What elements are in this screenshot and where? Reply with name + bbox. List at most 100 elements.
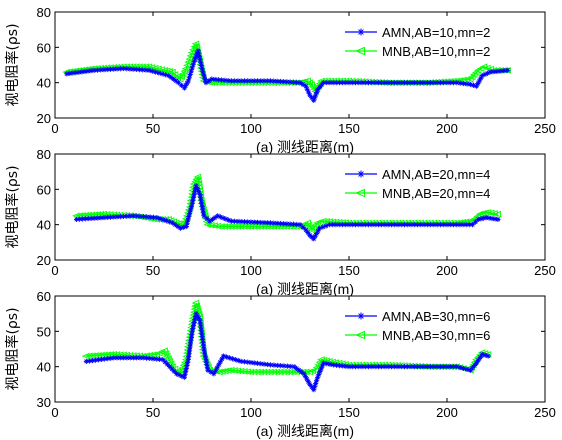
data-point <box>154 215 160 221</box>
x-axis-label: (a) 测线距离(m) <box>256 139 354 155</box>
data-point <box>193 173 202 181</box>
data-point <box>369 222 375 228</box>
data-point <box>157 216 163 222</box>
data-point <box>472 219 479 225</box>
data-point <box>401 364 408 370</box>
data-point <box>137 213 143 219</box>
data-point <box>215 368 223 376</box>
data-point <box>185 55 193 63</box>
data-point <box>149 351 157 359</box>
data-point <box>111 66 117 72</box>
data-point <box>307 381 313 387</box>
data-point <box>320 224 326 230</box>
data-point <box>67 70 73 77</box>
data-point <box>176 75 184 83</box>
data-point <box>191 58 197 65</box>
data-point <box>203 221 211 228</box>
data-point <box>447 222 453 228</box>
data-point <box>324 80 330 86</box>
data-point <box>296 367 302 373</box>
data-point <box>496 68 502 74</box>
data-point <box>83 216 89 222</box>
data-point <box>188 335 194 341</box>
legend: AMN,AB=10,mn=2 MNB,AB=10,mn=2 <box>345 25 490 59</box>
data-point <box>156 356 163 362</box>
data-point <box>245 219 251 225</box>
data-point <box>352 222 359 228</box>
data-point <box>121 65 127 72</box>
data-point <box>375 222 381 228</box>
data-point <box>184 58 192 66</box>
x-tick-label: 150 <box>338 405 360 420</box>
data-point <box>203 80 209 86</box>
x-tick-label: 0 <box>51 405 58 420</box>
data-point <box>241 359 248 365</box>
data-point <box>288 363 294 370</box>
data-point <box>198 324 204 330</box>
data-point <box>146 67 152 73</box>
data-point <box>349 222 355 228</box>
data-point <box>213 222 222 230</box>
data-point <box>160 66 168 74</box>
data-point <box>153 69 159 75</box>
data-point <box>309 384 315 390</box>
data-point <box>229 356 235 362</box>
data-point <box>467 81 474 88</box>
data-point <box>408 80 414 86</box>
data-point <box>411 222 417 228</box>
data-point <box>290 221 297 227</box>
data-point <box>316 371 322 378</box>
data-point <box>200 340 206 346</box>
data-point <box>450 222 457 228</box>
data-point <box>485 353 491 359</box>
data-point <box>77 216 83 222</box>
data-point <box>311 236 317 242</box>
data-point <box>201 349 208 355</box>
data-point <box>431 80 437 86</box>
data-point <box>307 226 315 234</box>
data-point <box>268 78 274 84</box>
data-point <box>388 80 395 86</box>
data-point <box>336 222 342 228</box>
data-point <box>191 319 197 326</box>
data-point <box>264 78 270 84</box>
data-point <box>184 362 190 369</box>
y-axis-label: 视电阻率(ρs) <box>4 307 21 390</box>
data-point <box>475 210 484 218</box>
x-tick-label: 150 <box>338 263 360 278</box>
y-tick-label: 40 <box>37 76 51 91</box>
series-1 <box>73 183 501 242</box>
data-point <box>304 376 310 382</box>
data-point <box>190 43 198 51</box>
data-point <box>183 62 191 69</box>
legend-marker <box>355 188 366 198</box>
data-point <box>475 80 481 87</box>
data-point <box>124 66 130 72</box>
data-point <box>319 363 325 369</box>
y-tick-label: 60 <box>37 40 51 55</box>
data-point <box>312 383 318 390</box>
data-point <box>207 218 213 224</box>
data-point <box>293 365 300 372</box>
y-tick-label: 20 <box>37 111 51 126</box>
data-point <box>454 222 460 228</box>
data-point <box>254 219 261 225</box>
data-point <box>95 215 101 221</box>
data-point <box>190 197 196 204</box>
data-point <box>201 346 207 352</box>
data-point <box>379 364 385 370</box>
data-point <box>225 78 231 84</box>
data-point <box>487 209 495 217</box>
chart-panel-2: 0 50 100 150 200 250 20 40 60 80 (a) 测线距离(m) 视电阻率(ρ… <box>4 147 556 297</box>
chart-panel-3: 0 50 100 150 200 250 30 40 50 60 (a) 测线距离(m) 视电阻率(ρ… <box>4 289 556 439</box>
data-point <box>232 357 238 363</box>
data-point <box>475 216 481 222</box>
data-point <box>226 355 233 361</box>
data-point <box>211 371 217 377</box>
data-point <box>309 234 315 240</box>
data-point <box>165 358 174 365</box>
data-point <box>418 364 424 370</box>
data-point <box>421 222 427 228</box>
data-point <box>398 222 404 228</box>
legend-marker <box>357 312 365 320</box>
